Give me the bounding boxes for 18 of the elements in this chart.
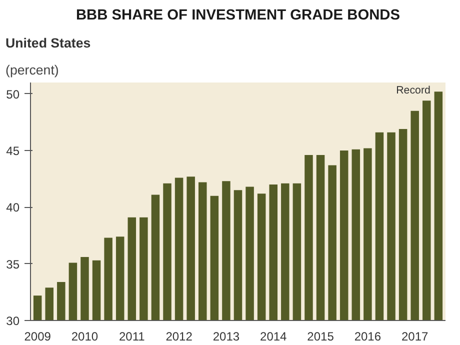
x-tick-label: 2010 [71, 330, 98, 344]
x-tick-label: 2011 [118, 330, 146, 344]
y-axis-title: (percent) [6, 62, 59, 78]
x-tick-label: 2015 [307, 330, 334, 344]
y-tick-label: 45 [6, 144, 20, 158]
x-tick-label: 2009 [24, 330, 52, 344]
x-tick-label: 2017 [402, 330, 429, 344]
y-tick-label: 35 [6, 257, 20, 272]
x-tick-label: 2013 [212, 330, 240, 344]
chart-title: BBB SHARE OF INVESTMENT GRADE BONDS [76, 8, 400, 24]
x-tick-label: 2016 [354, 330, 382, 344]
y-tick-label: 50 [6, 87, 20, 102]
chart-subtitle: United States [6, 36, 91, 50]
x-tick-label: 2014 [260, 330, 288, 344]
y-tick-label: 40 [6, 200, 20, 215]
y-tick-label: 30 [6, 314, 20, 328]
annotation: Record [396, 84, 430, 96]
x-tick-label: 2012 [166, 330, 193, 344]
